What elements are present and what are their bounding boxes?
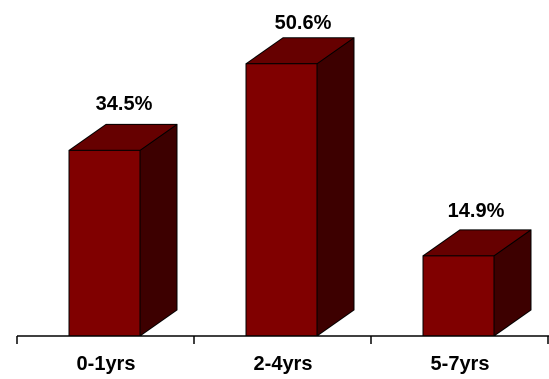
x-tick-label: 0-1yrs: [77, 353, 136, 375]
data-label: 14.9%: [448, 200, 505, 222]
bar-0-1yrs-front: [68, 149, 141, 337]
bar-2-4yrs-front: [245, 63, 318, 337]
bar-2-4yrs-side: [316, 37, 355, 337]
data-label: 34.5%: [96, 93, 153, 115]
data-label: 50.6%: [275, 12, 332, 34]
bar-0-1yrs-side: [139, 123, 178, 337]
bar-5-7yrs-front: [422, 255, 495, 337]
x-tick-label: 2-4yrs: [254, 353, 313, 375]
x-tick-label: 5-7yrs: [431, 353, 490, 375]
